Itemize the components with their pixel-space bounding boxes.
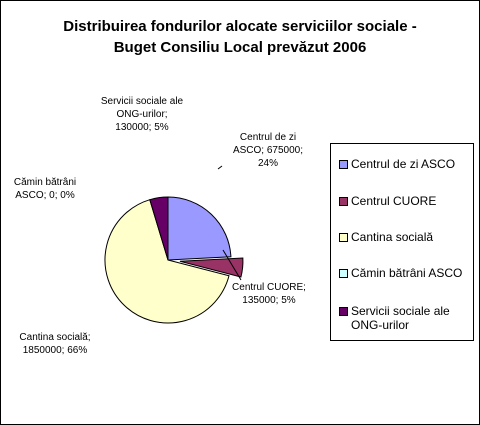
legend-swatch-3 (339, 233, 348, 242)
data-label-4: Cămin bătrâni ASCO; 0; 0% (14, 177, 76, 201)
data-label-2: Centrul CUORE; 135000; 5% (232, 282, 306, 306)
pie-slice-2 (179, 257, 244, 278)
legend-label-3: Cantina socială (351, 230, 434, 244)
legend-swatch-5 (339, 307, 348, 316)
legend-label-5: Servicii sociale ale ONG-urilor (351, 304, 450, 332)
legend-label-1: Centrul de zi ASCO (351, 157, 456, 171)
data-label-5: Servicii sociale ale ONG-urilor; 130000; 5… (101, 96, 184, 133)
chart-title-line-2: Buget Consiliu Local prevăzut 2006 (113, 39, 367, 56)
pie-slice-5 (149, 196, 169, 261)
legend-label-2: Centrul CUORE (351, 194, 437, 208)
legend-swatch-4 (339, 269, 348, 278)
leader-line-1 (217, 165, 223, 170)
chart-legend: Centrul de zi ASCO Centrul CUORE Cantina s… (330, 143, 474, 341)
leader-line-2 (222, 249, 242, 281)
chart-title-line-1: Distribuirea fondurilor alocate servicii… (63, 18, 417, 35)
data-label-3: Cantina socială; 1850000; 66% (19, 332, 90, 356)
pie-slice-1 (167, 196, 232, 261)
data-label-1: Centrul de zi ASCO; 675000; 24% (233, 132, 303, 169)
legend-swatch-2 (339, 197, 348, 206)
chart-title: Distribuirea fondurilor alocate servicii… (0, 16, 480, 58)
legend-label-4: Cămin bătrâni ASCO (351, 266, 463, 280)
pie-slice-3 (104, 199, 230, 324)
legend-swatch-1 (339, 160, 348, 169)
